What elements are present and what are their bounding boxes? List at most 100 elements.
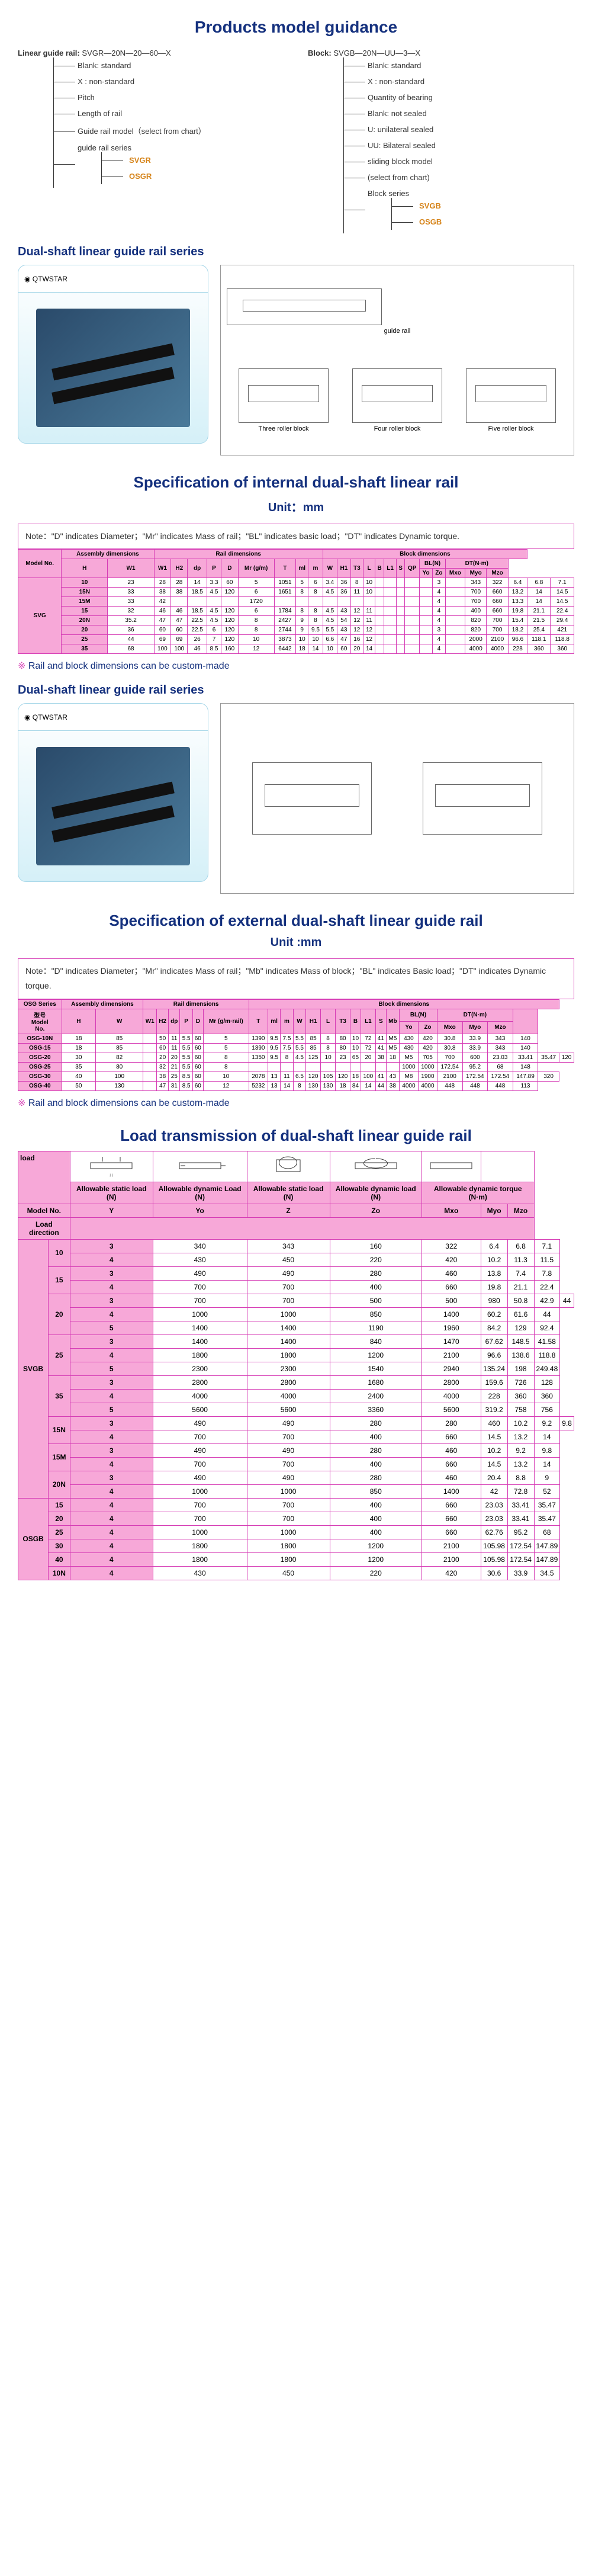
cell: 6.6 xyxy=(323,635,337,644)
th-z: Z xyxy=(247,1204,330,1217)
cell: 140 xyxy=(513,1034,538,1043)
cell: 41 xyxy=(375,1072,386,1081)
tech-label-a: Three roller block xyxy=(239,425,329,432)
cell: 343 xyxy=(488,1034,513,1043)
cell: 118.8 xyxy=(551,635,574,644)
cell: 44 xyxy=(108,635,154,644)
cell: 1000 xyxy=(153,1525,247,1539)
cell: 60 xyxy=(337,644,350,654)
th-yo: Yo xyxy=(153,1204,247,1217)
cell: 30.6 xyxy=(481,1566,507,1580)
cell: 9 xyxy=(296,616,308,625)
cell: 4.5 xyxy=(323,588,337,597)
cell: 460 xyxy=(422,1471,481,1484)
cell: 4.5 xyxy=(207,616,221,625)
cell: 2100 xyxy=(422,1539,481,1552)
cell: 4000 xyxy=(422,1389,481,1403)
cell: 14 xyxy=(534,1430,560,1443)
cell: 1651 xyxy=(274,588,295,597)
cell: 100 xyxy=(96,1072,143,1081)
cell: 60.2 xyxy=(481,1307,507,1321)
cell: 23.03 xyxy=(488,1053,513,1062)
cell: 1800 xyxy=(153,1348,247,1362)
load-row: 443045022042010.211.311.5 xyxy=(18,1253,574,1266)
cell xyxy=(397,578,405,588)
load-n: 3 xyxy=(70,1239,153,1253)
cell: 47 xyxy=(171,616,188,625)
th-allow-1: Allowable dynamic Load (N) xyxy=(153,1182,247,1204)
th-load-dir: Load direction xyxy=(18,1217,70,1239)
cell: 82 xyxy=(96,1053,143,1062)
load-row: 470070040066014.513.214 xyxy=(18,1430,574,1443)
cell xyxy=(397,597,405,607)
cell xyxy=(420,607,433,616)
cell xyxy=(363,597,375,607)
load-n: 3 xyxy=(70,1416,153,1430)
cell: 2300 xyxy=(153,1362,247,1375)
cell: 8.5 xyxy=(180,1081,192,1090)
cell: 1000 xyxy=(153,1484,247,1498)
cell: 67.62 xyxy=(481,1334,507,1348)
cell: 60 xyxy=(192,1043,203,1053)
cell: 5 xyxy=(203,1034,249,1043)
cell: 160 xyxy=(221,644,238,654)
cell: 38 xyxy=(386,1081,399,1090)
spec-int-title: Specification of internal dual-shaft lin… xyxy=(18,473,574,492)
row-model: OSG-20 xyxy=(18,1053,62,1062)
cell: 7.4 xyxy=(507,1266,534,1280)
cell: 6.4 xyxy=(508,578,527,588)
guide-left-item: X : non-standard xyxy=(54,73,284,89)
cell: 20 xyxy=(157,1053,169,1062)
cell: 700 xyxy=(247,1430,330,1443)
load-row: 20370070050050098050.842.944 xyxy=(18,1294,574,1307)
cell: 13.2 xyxy=(507,1430,534,1443)
row-model: 15N xyxy=(62,588,108,597)
cell: 4 xyxy=(432,644,445,654)
cell: 100 xyxy=(361,1072,375,1081)
cell xyxy=(336,1062,350,1072)
cell: 660 xyxy=(487,588,508,597)
spec-int-row: 20N35.2474722.54.512082427984.5541211482… xyxy=(18,616,574,625)
row-model: 15M xyxy=(62,597,108,607)
tech-label-b: Four roller block xyxy=(352,425,442,432)
cell: 400 xyxy=(330,1512,422,1525)
cell: 4000 xyxy=(465,644,486,654)
cell: 320 xyxy=(538,1072,559,1081)
cell: 44 xyxy=(534,1307,560,1321)
cell: 9.2 xyxy=(534,1416,560,1430)
cell: 60 xyxy=(154,625,170,635)
cell: 11 xyxy=(169,1043,180,1053)
cell: 11.3 xyxy=(507,1253,534,1266)
load-n: 5 xyxy=(70,1403,153,1416)
cell: 1400 xyxy=(422,1484,481,1498)
cell: 23.03 xyxy=(481,1512,507,1525)
rail-photo-2 xyxy=(36,747,190,865)
cell: 69 xyxy=(154,635,170,644)
th-rail: Rail dimensions xyxy=(154,550,323,559)
guide-series: SVGB xyxy=(419,201,441,210)
dual-title-2: Dual-shaft linear guide rail series xyxy=(18,684,574,697)
cell: 172.54 xyxy=(462,1072,488,1081)
cell: 26 xyxy=(188,635,207,644)
cell: 700 xyxy=(153,1294,247,1307)
cell: 5600 xyxy=(247,1403,330,1416)
cell: 421 xyxy=(551,625,574,635)
cell: 1784 xyxy=(274,607,295,616)
cell: 14 xyxy=(534,1457,560,1471)
cell: 850 xyxy=(330,1484,422,1498)
cell: 4000 xyxy=(399,1081,418,1090)
cell: 35.2 xyxy=(108,616,154,625)
cell: 10 xyxy=(321,1053,336,1062)
load-n: 3 xyxy=(70,1266,153,1280)
cell: 20 xyxy=(361,1053,375,1062)
custom-note-2: ※ Rail and block dimensions can be custo… xyxy=(18,1097,574,1109)
cell: 42 xyxy=(481,1484,507,1498)
th-allow-4: Allowable dynamic torque (N·m) xyxy=(422,1182,534,1204)
cell: 490 xyxy=(153,1443,247,1457)
cell: 5.5 xyxy=(293,1034,305,1043)
cell: 65 xyxy=(350,1053,361,1062)
cell: 43 xyxy=(337,625,350,635)
cell: 25.4 xyxy=(527,625,551,635)
cell xyxy=(397,588,405,597)
cell: 1720 xyxy=(238,597,274,607)
